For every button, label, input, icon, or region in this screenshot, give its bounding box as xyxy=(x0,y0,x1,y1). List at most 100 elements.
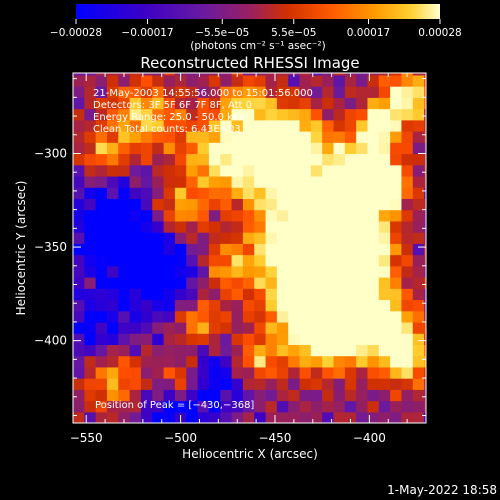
heatmap-cell xyxy=(265,411,278,423)
heatmap-cell xyxy=(140,277,153,289)
heatmap-cell xyxy=(367,164,380,177)
heatmap-cell xyxy=(140,344,153,357)
heatmap-cell xyxy=(106,243,119,256)
footer-date: 1-May-2022 18:58 xyxy=(387,483,497,497)
heatmap-cell xyxy=(356,86,369,98)
heatmap-cell xyxy=(367,411,380,423)
heatmap-cell xyxy=(333,265,346,278)
heatmap-cell xyxy=(220,187,233,200)
heatmap-cell xyxy=(322,411,335,423)
heatmap-cell xyxy=(231,74,244,87)
heatmap-cell xyxy=(276,254,289,267)
heatmap-cell xyxy=(333,97,346,110)
heatmap-cell xyxy=(288,209,301,222)
heatmap-cell xyxy=(356,344,369,357)
heatmap-cell xyxy=(220,254,233,267)
heatmap-cell xyxy=(378,411,391,423)
heatmap-cell xyxy=(197,277,210,289)
heatmap-cell xyxy=(378,288,391,301)
plot-frame xyxy=(72,72,427,424)
heatmap-cell xyxy=(163,288,176,301)
heatmap-cell xyxy=(276,265,289,278)
heatmap-cell xyxy=(288,355,301,368)
heatmap-cell xyxy=(401,198,414,211)
heatmap-cell xyxy=(73,131,85,143)
heatmap-cell xyxy=(197,142,210,155)
heatmap-cell xyxy=(118,411,131,423)
heatmap-cell xyxy=(424,299,426,312)
heatmap-cell xyxy=(310,411,323,423)
heatmap-cell xyxy=(197,400,210,413)
heatmap-cell xyxy=(265,333,278,345)
heatmap-cell xyxy=(333,254,346,267)
heatmap-cell xyxy=(390,378,403,390)
heatmap-cell xyxy=(276,411,289,423)
heatmap-cell xyxy=(106,389,119,402)
heatmap-cell xyxy=(265,232,278,244)
heatmap-cell xyxy=(265,198,278,211)
heatmap-cell xyxy=(367,119,380,132)
heatmap-cell xyxy=(220,73,233,76)
heatmap-cell xyxy=(367,355,380,368)
heatmap-cell xyxy=(140,187,153,200)
heatmap-cell xyxy=(344,74,357,87)
heatmap-cell xyxy=(333,243,346,256)
heatmap-cell xyxy=(208,198,221,211)
heatmap-cell xyxy=(367,277,380,289)
heatmap-cell xyxy=(412,378,425,390)
heatmap-cell xyxy=(73,277,85,289)
heatmap-cell xyxy=(412,232,425,244)
heatmap-cell xyxy=(356,400,369,413)
heatmap-cell xyxy=(152,254,165,267)
heatmap-cell xyxy=(197,389,210,402)
y-axis-label: Heliocentric Y (arcsec) xyxy=(14,181,28,316)
heatmap-cell xyxy=(322,310,335,323)
heatmap-cell xyxy=(378,378,391,390)
heatmap-cell xyxy=(276,310,289,323)
heatmap-cell xyxy=(254,366,267,379)
heatmap-cell xyxy=(276,366,289,379)
heatmap-cell xyxy=(152,232,165,244)
heatmap-cell xyxy=(288,198,301,211)
heatmap-cell xyxy=(208,389,221,402)
heatmap-cell xyxy=(106,333,119,345)
heatmap-cell xyxy=(106,344,119,357)
heatmap-cell xyxy=(276,299,289,312)
heatmap-cell xyxy=(106,153,119,166)
heatmap-cell xyxy=(197,310,210,323)
heatmap-cell xyxy=(265,344,278,357)
heatmap-cell xyxy=(242,389,255,402)
heatmap-cell xyxy=(356,175,369,188)
heatmap-cell xyxy=(356,288,369,301)
heatmap-cell xyxy=(412,310,425,323)
heatmap-cell xyxy=(254,187,267,200)
heatmap-cell xyxy=(254,310,267,323)
heatmap-cell xyxy=(356,142,369,155)
heatmap-cell xyxy=(220,153,233,166)
heatmap-cell xyxy=(231,175,244,188)
heatmap-cell xyxy=(265,243,278,256)
heatmap-cell xyxy=(163,131,176,143)
heatmap-cell xyxy=(356,97,369,110)
heatmap-cell xyxy=(186,198,199,211)
heatmap-cell xyxy=(73,73,85,76)
heatmap-cell xyxy=(333,366,346,379)
heatmap-cell xyxy=(254,220,267,233)
heatmap-cell xyxy=(208,288,221,301)
heatmap-cell xyxy=(299,344,312,357)
heatmap-cell xyxy=(424,277,426,289)
heatmap-cell xyxy=(208,175,221,188)
heatmap-cell xyxy=(356,333,369,345)
heatmap-cell xyxy=(73,74,85,87)
heatmap-cell xyxy=(242,378,255,390)
heatmap-cell xyxy=(390,164,403,177)
heatmap-cell xyxy=(276,321,289,334)
heatmap-cell xyxy=(401,310,414,323)
heatmap-cell xyxy=(95,389,108,402)
heatmap-cell xyxy=(390,153,403,166)
heatmap-cell xyxy=(276,243,289,256)
heatmap-cell xyxy=(152,366,165,379)
heatmap-cell xyxy=(356,411,369,423)
heatmap-cell xyxy=(129,74,142,87)
heatmap-cell xyxy=(106,288,119,301)
